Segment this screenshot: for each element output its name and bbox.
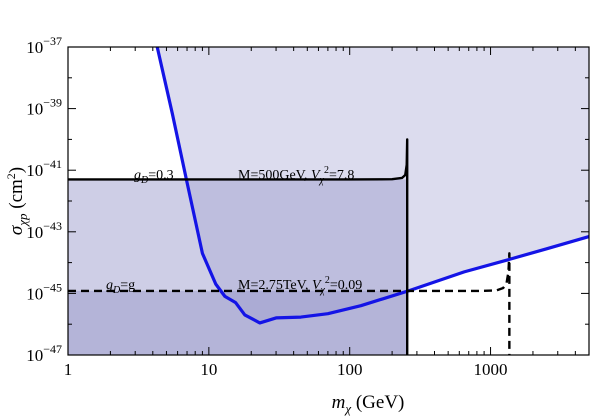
y-tick-label: 10−37 bbox=[26, 34, 62, 57]
tick-labels: 1 10 100 1000 10−37 10−39 10−41 10−43 10−45 10−47 bbox=[26, 34, 507, 379]
annotation-3: gD=g bbox=[106, 278, 135, 296]
model-curve-dashed bbox=[68, 252, 511, 355]
annotation-1: gD=0.3 bbox=[134, 168, 174, 186]
exclusion-limit-curve bbox=[155, 47, 589, 325]
x-tick-label: 100 bbox=[337, 360, 363, 379]
tick-marks bbox=[67, 46, 590, 356]
y-tick-label: 10−39 bbox=[26, 96, 62, 119]
y-axis-symbol: σ bbox=[6, 225, 27, 235]
shaded-regions bbox=[68, 47, 589, 355]
x-tick-label: 1000 bbox=[474, 360, 508, 379]
x-tick-label: 1 bbox=[64, 360, 73, 379]
y-axis-label: σχp (cm2) bbox=[4, 167, 30, 235]
y-axis-unit-close: ) bbox=[6, 167, 27, 173]
y-tick-label: 10−47 bbox=[26, 342, 62, 365]
x-axis-label: mχ (GeV) bbox=[332, 392, 405, 416]
annotation-2: M=500GeV, Vχ2=7.8 bbox=[238, 165, 354, 186]
y-tick-label: 10−41 bbox=[26, 157, 62, 180]
y-axis-unit-power: 2 bbox=[4, 173, 18, 179]
annotations: gD=0.3 M=500GeV, Vχ2=7.8 gD=g M=2.75TeV, Vχ… bbox=[106, 165, 362, 296]
x-axis-subscript: χ bbox=[343, 401, 351, 416]
y-tick-label: 10−45 bbox=[26, 280, 62, 303]
parameter-band-1 bbox=[68, 179, 408, 355]
model-curve-solid bbox=[68, 138, 409, 355]
y-tick-label: 10−43 bbox=[26, 219, 62, 242]
annotation-4: M=2.75TeV, Vχ2=0.09 bbox=[238, 275, 362, 296]
x-tick-label: 10 bbox=[200, 360, 217, 379]
curves bbox=[68, 47, 589, 355]
y-axis-subscript: χp bbox=[15, 213, 30, 228]
x-axis-unit: (GeV) bbox=[351, 392, 404, 413]
parameter-band-2 bbox=[68, 290, 408, 355]
y-axis-unit: (cm bbox=[6, 179, 27, 214]
x-axis-symbol: m bbox=[332, 392, 346, 413]
